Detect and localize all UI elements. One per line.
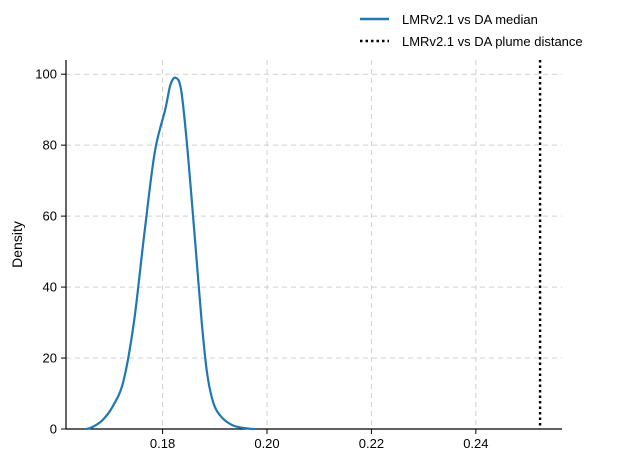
legend: LMRv2.1 vs DA median LMRv2.1 vs DA plume … [360, 12, 583, 49]
legend-label-1: LMRv2.1 vs DA plume distance [402, 34, 583, 49]
y-tick-label-1: 20 [43, 351, 57, 366]
legend-label-0: LMRv2.1 vs DA median [402, 12, 538, 27]
y-axis-title: Density [9, 221, 25, 268]
series-layer [84, 60, 542, 431]
axes [65, 60, 562, 430]
y-tick-label-0: 0 [50, 422, 57, 437]
x-tick-label-1: 0.20 [254, 436, 279, 451]
y-tick-label-3: 60 [43, 209, 57, 224]
y-tick-label-4: 80 [43, 138, 57, 153]
density-curve [84, 76, 256, 431]
grid-lines [66, 60, 562, 429]
y-tick-label-5: 100 [35, 67, 57, 82]
tick-marks: 0.18 0.20 0.22 0.24 0 20 40 60 80 100 [35, 67, 488, 451]
x-tick-label-0: 0.18 [150, 436, 175, 451]
x-tick-label-3: 0.24 [463, 436, 488, 451]
y-tick-label-2: 40 [43, 280, 57, 295]
x-tick-label-2: 0.22 [359, 436, 384, 451]
